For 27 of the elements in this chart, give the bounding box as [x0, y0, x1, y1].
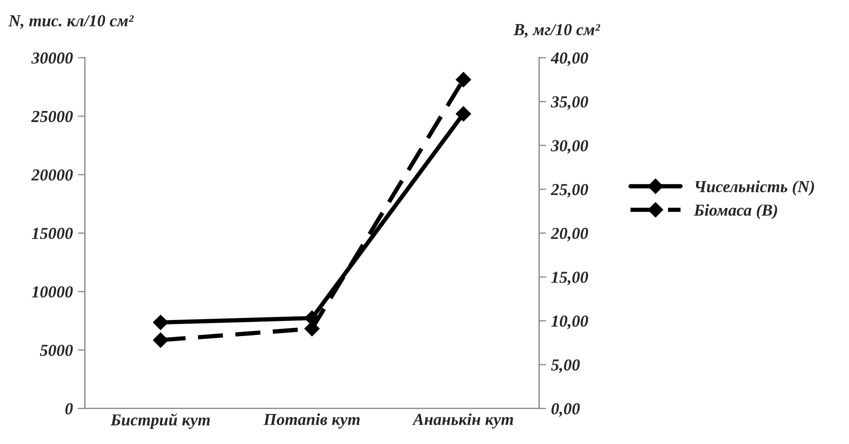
x-tick-label: Бистрий кут	[110, 413, 210, 429]
y-tick-label: 0	[65, 403, 73, 414]
y-axis-title: N, тис. кл/10 см²	[8, 15, 134, 29]
y-tick-label: 15000	[32, 228, 73, 240]
point	[456, 106, 471, 122]
y2-tick-label: 35,00	[550, 96, 588, 110]
point	[153, 314, 168, 330]
y2-tick-label: 0,00	[552, 403, 580, 417]
y2-tick-label: 25,00	[550, 184, 588, 198]
y-tick-label: 5000	[40, 344, 73, 356]
y-tick-label: 30000	[31, 52, 73, 64]
y2-tick-label: 30,00	[550, 140, 588, 154]
y-tick-label: 10000	[32, 286, 73, 298]
legend-label: Біомаса (B)	[694, 204, 778, 220]
x-tick-label: Потапів кут	[263, 413, 360, 429]
point	[456, 72, 471, 88]
y-tick-label: 20000	[31, 169, 73, 181]
y2-axis-title: B, мг/10 см²	[513, 24, 600, 38]
y-tick-label: 25000	[31, 110, 73, 122]
y2-tick-label: 10,00	[551, 315, 588, 330]
x-tick-label: Ананькін кут	[412, 413, 514, 429]
y2-tick-label: 20,00	[550, 228, 588, 242]
legend-label: Чисельність (N)	[695, 180, 814, 196]
y2-tick-label: 40,00	[550, 52, 588, 66]
y2-tick-label: 5,00	[551, 359, 580, 373]
point	[153, 332, 168, 348]
y2-tick-label: 15,00	[551, 272, 588, 286]
